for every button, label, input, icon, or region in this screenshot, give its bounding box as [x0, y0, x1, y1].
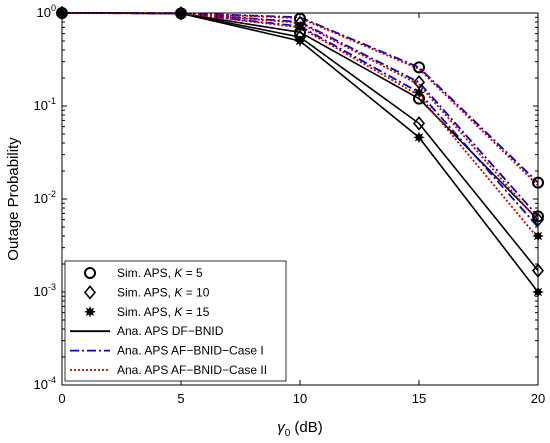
series-line-af2-k10 [61, 12, 539, 222]
legend-box [64, 260, 287, 382]
x-tick-label: 15 [412, 391, 426, 406]
legend-label: Ana. APS DF−BNID [117, 324, 224, 338]
legend-label: Ana. APS AF−BNID−Case I [117, 344, 264, 358]
legend-label: Sim. APS, K = 15 [117, 305, 210, 319]
x-tick-label: 0 [58, 391, 65, 406]
sim-marker-diamond [412, 116, 426, 131]
simulation-markers [55, 5, 545, 298]
x-axis-label: γ0 (dB) [277, 419, 323, 439]
x-tick-label: 5 [177, 391, 184, 406]
y-tick-label: 10-4 [34, 375, 56, 392]
x-axis-unit: (dB) [290, 419, 323, 436]
x-tick-label: 20 [531, 391, 545, 406]
sim-marker-star [294, 21, 306, 34]
legend-label: Sim. APS, K = 5 [117, 266, 203, 280]
sim-marker-star [413, 131, 425, 144]
x-axis-subscript: 0 [285, 428, 291, 439]
series-line-af2-k15 [61, 12, 539, 239]
sim-marker-star [294, 35, 306, 47]
y-tick-label: 10-2 [34, 189, 56, 206]
legend-label: Sim. APS, K = 10 [117, 285, 210, 299]
legend-label: Ana. APS AF−BNID−Case II [117, 363, 267, 377]
legend: Sim. APS, K = 5 Sim. APS, K = 10 Sim. APS,… [64, 260, 287, 382]
legend-marker-diamond [83, 285, 97, 300]
sim-marker-circle [413, 61, 425, 74]
sim-marker-star [413, 86, 425, 99]
y-tick-label: 10-1 [34, 96, 56, 113]
y-axis-label: Outage Probability [5, 137, 22, 261]
x-tick-label: 10 [293, 391, 307, 406]
y-tick-label: 10-3 [34, 282, 56, 299]
sim-marker-diamond [174, 6, 188, 21]
legend-marker-circle [84, 267, 96, 279]
legend-marker-star [84, 305, 96, 318]
axis-ticks: 0 5 10 15 20 100 10-1 10-2 10-3 10-4 [34, 3, 546, 406]
x-axis-symbol: γ [277, 419, 286, 436]
y-tick-label: 100 [37, 3, 56, 20]
